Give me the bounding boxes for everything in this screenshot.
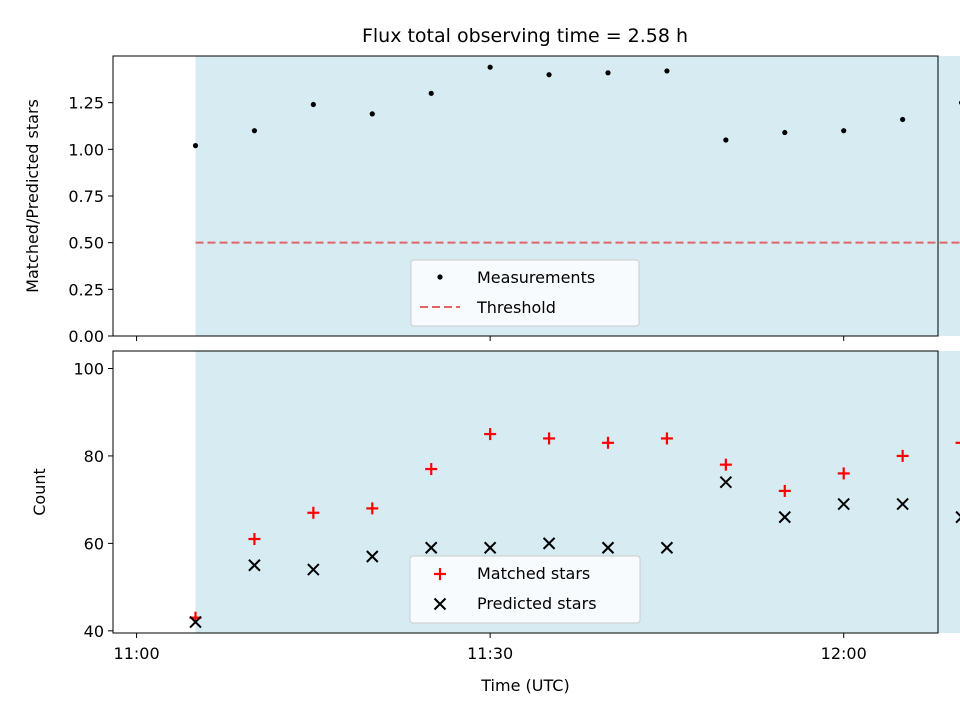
x-tick-label: 11:30 (467, 644, 513, 663)
predicted-star-point (660, 541, 674, 554)
matched-star-point (484, 428, 497, 441)
matched-star-point (307, 506, 320, 519)
measurement-point (841, 128, 847, 134)
top-legend-box (410, 259, 640, 327)
legend-measurements-label: Measurements (477, 268, 595, 287)
x-tick-label: 11:00 (114, 644, 160, 663)
top-panel: 0.00 0.25 0.50 0.75 1.00 1.25 Matched/Predict… (23, 55, 960, 346)
legend-matched-label: Matched stars (477, 564, 590, 583)
matched-star-point (248, 533, 261, 545)
top-y-axis-label: Matched/Predicted stars (23, 99, 42, 293)
y-tick-label: 1.25 (68, 94, 104, 113)
predicted-star-point (837, 497, 850, 511)
chart-title: Flux total observing time = 2.58 h (362, 25, 688, 47)
y-tick-label: 0.00 (68, 327, 104, 346)
matched-star-point (602, 436, 614, 449)
matched-star-point (366, 502, 379, 515)
y-tick-label: 80 (84, 447, 104, 466)
predicted-star-point (483, 541, 497, 554)
predicted-star-point (542, 537, 556, 550)
top-x-ticks (136, 336, 845, 341)
measurement-point (310, 101, 316, 108)
predicted-star-point (955, 510, 960, 524)
matched-star-point (719, 458, 732, 471)
predicted-star-point (248, 559, 261, 572)
y-tick-label: 0.75 (68, 187, 104, 206)
measurement-point (369, 111, 375, 117)
top-legend: Measurements Threshold (410, 259, 640, 327)
predicted-star-point (896, 497, 909, 511)
measurement-point (723, 137, 729, 143)
y-tick-label: 0.25 (68, 280, 104, 299)
predicted-star-point (425, 541, 438, 554)
measurement-point (192, 143, 199, 149)
predicted-star-point (366, 550, 379, 563)
measurement-point (546, 72, 552, 78)
top-y-ticks: 0.00 0.25 0.50 0.75 1.00 1.25 (68, 94, 113, 346)
legend-cross-icon (433, 597, 447, 611)
matched-star-point (955, 441, 960, 444)
measurement-points (192, 64, 960, 149)
predicted-star-point (601, 541, 615, 554)
bottom-y-axis-label: Count (30, 468, 49, 516)
y-tick-label: 100 (73, 359, 104, 378)
measurement-point (900, 116, 906, 123)
x-tick-label: 12:00 (821, 644, 867, 663)
legend-predicted-label: Predicted stars (477, 594, 597, 613)
legend-matched-marker (434, 568, 446, 580)
measurement-point (782, 129, 788, 136)
bottom-legend: Matched stars Predicted stars (409, 555, 641, 624)
predicted-star-point (719, 475, 733, 489)
matched-star-point (837, 467, 850, 480)
predicted-star-point (189, 615, 202, 629)
matched-star-point (896, 449, 909, 462)
y-tick-label: 60 (84, 534, 104, 553)
legend-measurements-marker (437, 274, 443, 280)
measurement-point (428, 90, 434, 96)
bottom-legend-box (409, 555, 641, 624)
measurement-point (251, 128, 258, 134)
measurement-point (487, 64, 493, 70)
matched-star-point (425, 463, 438, 476)
matched-star-point (660, 432, 673, 445)
predicted-star-point (778, 510, 791, 524)
x-axis-label: Time (UTC) (480, 676, 569, 695)
legend-threshold-label: Threshold (476, 298, 556, 317)
y-tick-label: 0.50 (68, 234, 104, 253)
measurement-point (664, 68, 670, 74)
measurement-point (605, 70, 611, 76)
predicted-star-point (307, 563, 320, 576)
matched-star-point (543, 432, 556, 445)
matched-star-point (778, 484, 791, 497)
bottom-axes-frame (112, 350, 939, 634)
star-count-points (189, 428, 960, 629)
y-tick-label: 40 (84, 622, 104, 641)
bottom-y-ticks: 40 60 80 100 (73, 359, 113, 641)
legend-plus-icon (434, 568, 446, 580)
legend-predicted-marker (433, 597, 447, 611)
y-tick-label: 1.00 (68, 140, 104, 159)
